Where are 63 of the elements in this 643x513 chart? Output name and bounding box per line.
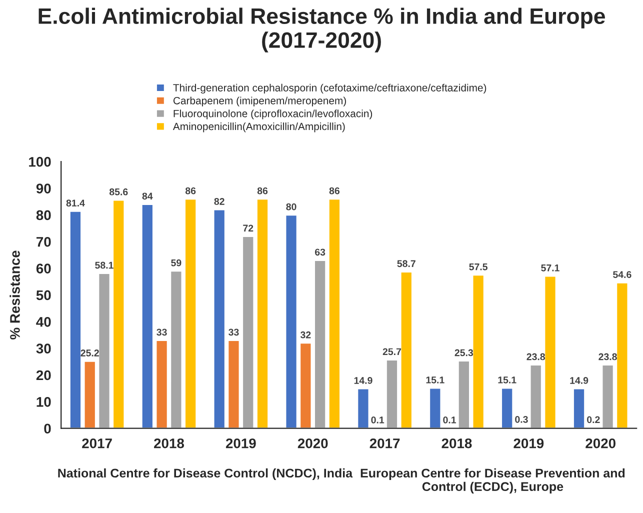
data-label: 57.5 xyxy=(469,263,488,270)
data-label: 14.9 xyxy=(354,377,372,384)
data-label: 25.2 xyxy=(80,350,99,356)
data-label: 86 xyxy=(257,187,268,194)
data-label: 33 xyxy=(156,328,167,336)
y-tick-label: 40 xyxy=(36,316,51,327)
y-tick-label: 70 xyxy=(36,236,51,247)
x-tick-label: 2019 xyxy=(226,438,256,448)
data-label: 0.1 xyxy=(443,416,456,424)
data-label: 32 xyxy=(300,331,311,338)
y-tick-label: 60 xyxy=(36,264,51,274)
x-tick-label: 2017 xyxy=(82,438,112,448)
data-label: 81.4 xyxy=(66,200,85,207)
y-tick-label: 30 xyxy=(36,344,51,354)
y-tick-label: 90 xyxy=(36,184,51,194)
data-label: 25.7 xyxy=(382,348,402,356)
legend-label: Fluoroquinolone (ciprofloxacin/levofloxacin) xyxy=(174,110,372,120)
y-tick-label: 20 xyxy=(36,370,51,380)
text: National Centre for Disease Control (NCDC), India xyxy=(58,468,353,480)
y-tick-label: 10 xyxy=(36,397,51,407)
data-label: 58.1 xyxy=(95,262,114,269)
data-label: 25.3 xyxy=(454,349,474,356)
x-tick-label: 2020 xyxy=(586,438,616,448)
data-label: 14.9 xyxy=(570,377,588,384)
data-label: 15.1 xyxy=(426,376,444,384)
data-label: 86 xyxy=(329,187,340,194)
y-tick-label: 50 xyxy=(36,290,51,300)
x-tick-label: 2019 xyxy=(514,438,544,448)
legend-label: Third-generation cephalosporin (cefotaxime/ceftriaxone/ceftazidime) xyxy=(173,84,486,94)
data-label: 58.7 xyxy=(397,260,416,268)
x-tick-label: 2020 xyxy=(298,438,328,448)
legend-label: Aminopenicillin(Amoxicillin/Ampicillin) xyxy=(172,122,345,132)
data-label: 23.8 xyxy=(526,353,546,360)
y-tick-label: 80 xyxy=(36,210,51,220)
bar xyxy=(356,388,370,428)
text: European Centre for Disease Prevention and Control (ECDC), Europe xyxy=(360,468,625,494)
bar xyxy=(428,387,442,428)
y-tick-label: 0 xyxy=(44,424,51,434)
data-label: 72 xyxy=(243,224,254,232)
bar xyxy=(500,387,514,428)
x-tick-label: 2018 xyxy=(442,438,472,448)
data-label: 85.6 xyxy=(109,188,128,196)
data-label: 15.1 xyxy=(498,376,516,384)
y-axis-title: % Resistance xyxy=(10,250,20,340)
data-label: 86 xyxy=(185,187,196,194)
data-label: 80 xyxy=(286,203,296,210)
x-tick-label: 2017 xyxy=(370,438,400,448)
x-tick-label: 2018 xyxy=(154,438,184,448)
data-label: 63 xyxy=(315,248,326,256)
data-label: 54.6 xyxy=(613,271,632,278)
data-label: 57.1 xyxy=(541,264,560,272)
data-label: 0.3 xyxy=(515,416,528,423)
data-label: 0.1 xyxy=(371,416,384,424)
y-tick-label: 100 xyxy=(29,156,51,167)
data-label: 23.8 xyxy=(598,353,617,360)
chart-title: E.coli Antimicrobial Resistance % in India and Europe (2017-2020) xyxy=(38,8,605,52)
data-label: 84 xyxy=(142,192,153,200)
data-label: 82 xyxy=(214,198,224,205)
data-label: 59 xyxy=(171,259,182,266)
legend-label: Carbapenem (imipenem/meropenem) xyxy=(173,96,346,106)
bar xyxy=(572,388,586,428)
data-label: 33 xyxy=(228,328,239,336)
data-label: 0.2 xyxy=(587,416,600,424)
